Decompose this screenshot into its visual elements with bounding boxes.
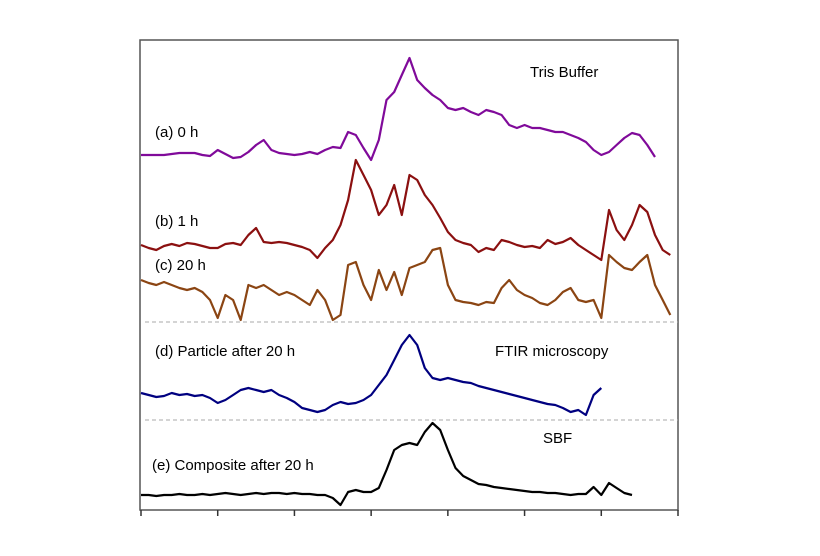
annotation: SBF — [543, 430, 572, 447]
spectrum-line — [140, 158, 671, 262]
annotation: (a) 0 h — [155, 124, 198, 141]
annotation: (c) 20 h — [155, 257, 206, 274]
annotation: (e) Composite after 20 h — [152, 457, 314, 474]
annotation: (b) 1 h — [155, 213, 198, 230]
spectrum-line — [140, 333, 603, 417]
spectrum-line — [141, 421, 633, 507]
annotation: Tris Buffer — [530, 64, 598, 81]
annotation: (d) Particle after 20 h — [155, 343, 295, 360]
spectrum-line — [140, 246, 672, 322]
annotation: FTIR microscopy — [495, 343, 609, 360]
spectrum-line — [141, 56, 656, 162]
plot-frame — [139, 39, 679, 511]
